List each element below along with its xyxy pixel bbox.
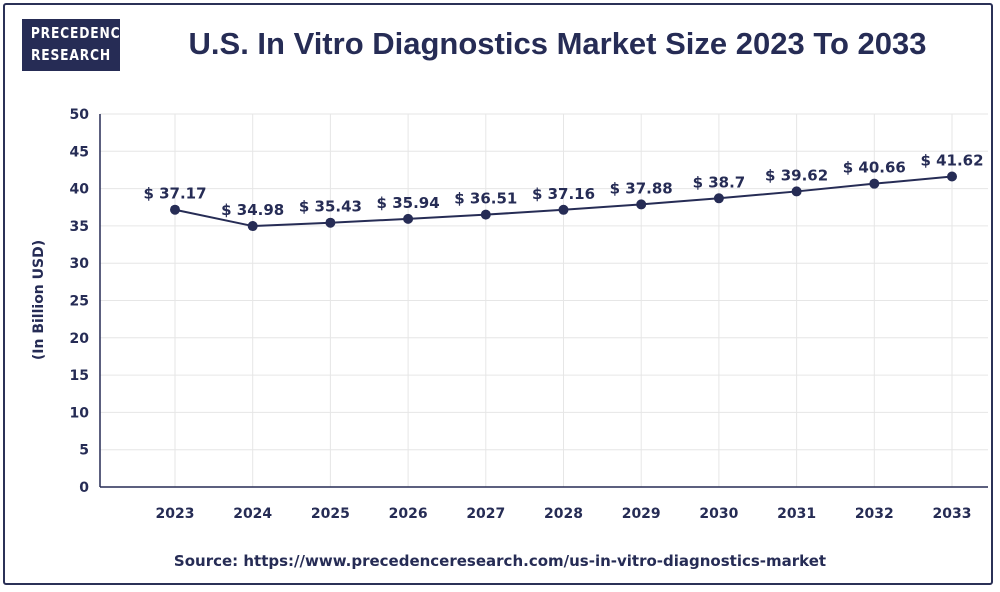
x-tick-label: 2031 [777,506,816,522]
chart-frame [3,3,993,585]
y-tick-label: 0 [79,480,89,496]
data-label: $ 37.88 [610,179,673,197]
data-point [947,171,957,182]
y-tick-label: 30 [70,256,90,272]
brand-logo-line1: PRECEDENCE [30,24,130,42]
x-tick-label: 2025 [311,506,350,522]
data-label: $ 36.51 [454,190,517,208]
x-tick-label: 2028 [544,506,583,522]
y-tick-label: 10 [70,405,90,421]
x-tick-label: 2029 [622,506,661,522]
data-point [636,199,647,210]
data-label: $ 39.62 [765,166,828,184]
data-label: $ 41.62 [920,152,983,170]
x-tick-label: 2023 [156,506,195,522]
data-label: $ 38.7 [693,173,746,191]
x-tick-label: 2027 [466,506,505,522]
y-tick-label: 25 [70,294,89,310]
data-label: $ 37.16 [532,185,595,203]
chart-title: U.S. In Vitro Diagnostics Market Size 20… [188,26,927,61]
x-tick-label: 2024 [233,506,272,522]
data-point [480,209,491,220]
data-point [558,204,569,215]
y-tick-label: 15 [70,368,89,384]
y-tick-label: 45 [70,144,89,160]
x-tick-label: 2026 [389,506,428,522]
y-tick-label: 20 [70,331,90,347]
data-point [247,221,258,232]
y-tick-label: 35 [70,219,89,235]
y-axis-title: (In Billion USD) [31,240,47,360]
data-label: $ 35.43 [299,198,362,216]
data-point [325,217,336,228]
source-note: Source: https://www.precedenceresearch.c… [173,552,827,570]
data-point [713,193,724,204]
brand-logo: PRECEDENCE RESEARCH [22,19,130,71]
brand-logo-line2: RESEARCH [30,46,112,64]
data-label: $ 35.94 [377,194,440,212]
x-tick-label: 2033 [933,506,972,522]
x-tick-label: 2032 [855,506,894,522]
data-point [403,213,414,224]
data-label: $ 37.17 [143,185,206,203]
data-label: $ 40.66 [843,159,906,177]
data-point [869,178,880,189]
data-point [170,204,180,215]
y-tick-label: 5 [79,443,89,459]
x-tick-label: 2030 [699,506,738,522]
y-tick-label: 50 [70,107,90,123]
data-label: $ 34.98 [221,201,284,219]
y-tick-label: 40 [70,182,90,198]
data-point [791,186,802,197]
